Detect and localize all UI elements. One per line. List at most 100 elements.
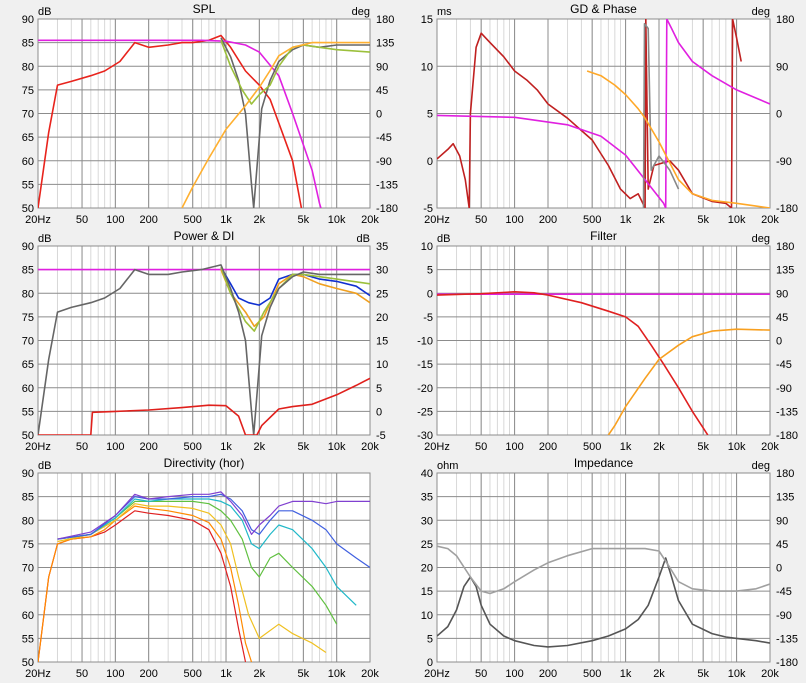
- y2-tick-label: 0: [376, 406, 382, 418]
- y2-tick-label: 15: [376, 336, 388, 348]
- y-tick-label: 50: [22, 430, 34, 442]
- y2-tick-label: 30: [376, 265, 388, 277]
- x-tick-label: 500: [583, 441, 601, 453]
- y-tick-label: 40: [421, 468, 433, 480]
- chart-title: Directivity (hor): [164, 456, 245, 470]
- y-unit-label: dB: [38, 460, 51, 472]
- x-tick-label: 100: [505, 668, 523, 680]
- chart-panel-0: 50 55 60 65 70 75 80 85 90 -180 -135 -90 -45 0 45 90 135…: [22, 2, 398, 226]
- x-tick-label: 20k: [361, 668, 379, 680]
- series-line: [437, 290, 709, 435]
- x-tick-label: 100: [505, 214, 523, 226]
- x-tick-label: 5k: [298, 668, 310, 680]
- x-tick-label: 20Hz: [424, 214, 450, 226]
- x-tick-label: 20k: [761, 441, 779, 453]
- y2-tick-label: 90: [776, 515, 788, 527]
- chart-panel-3: -30 -25 -20 -15 -10 -5 0 5 10 -180 -135 -90 -45 0 45 90…: [417, 229, 798, 453]
- series-line: [220, 269, 370, 328]
- y-tick-label: 85: [22, 38, 34, 50]
- series-line: [57, 500, 338, 625]
- series-group: [437, 545, 770, 648]
- y-tick-label: 65: [22, 586, 34, 598]
- y-tick-label: 30: [421, 515, 433, 527]
- y-tick-label: -25: [417, 406, 433, 418]
- y2-tick-label: -180: [776, 657, 798, 669]
- y-tick-label: -20: [417, 383, 433, 395]
- y-tick-label: -30: [417, 430, 433, 442]
- y-tick-label: 55: [22, 406, 34, 418]
- y2-tick-label: 5: [376, 383, 382, 395]
- y-tick-label: 70: [22, 109, 34, 121]
- y-tick-label: 5: [427, 109, 433, 121]
- y-unit-label: ms: [437, 6, 452, 18]
- y2-tick-label: -45: [776, 359, 792, 371]
- x-tick-label: 10k: [728, 214, 746, 226]
- x-tick-label: 500: [583, 214, 601, 226]
- y-tick-label: 50: [22, 657, 34, 669]
- x-tick-label: 200: [139, 441, 157, 453]
- x-tick-label: 500: [184, 668, 202, 680]
- y2-tick-label: 135: [776, 492, 794, 504]
- y-tick-label: 20: [421, 563, 433, 575]
- y2-tick-label: -90: [776, 383, 792, 395]
- y2-tick-label: -180: [776, 203, 798, 215]
- y2-tick-label: 180: [376, 14, 394, 26]
- y2-tick-label: -180: [776, 430, 798, 442]
- series-line: [38, 264, 370, 435]
- y-tick-label: 10: [421, 61, 433, 73]
- y2-tick-label: 0: [376, 109, 382, 121]
- x-tick-label: 100: [505, 441, 523, 453]
- x-tick-label: 2k: [653, 214, 665, 226]
- y2-tick-label: -5: [376, 430, 386, 442]
- y-tick-label: 10: [421, 241, 433, 253]
- series-line: [181, 41, 370, 208]
- y2-unit-label: dB: [357, 233, 370, 245]
- y2-tick-label: 45: [376, 85, 388, 97]
- y2-tick-label: 135: [776, 265, 794, 277]
- x-tick-label: 1k: [220, 441, 232, 453]
- x-tick-label: 2k: [254, 668, 266, 680]
- x-tick-label: 20k: [761, 668, 779, 680]
- y2-tick-label: 135: [376, 38, 394, 50]
- x-tick-label: 200: [539, 214, 557, 226]
- y-tick-label: -15: [417, 359, 433, 371]
- y2-tick-label: -135: [776, 406, 798, 418]
- y-tick-label: 5: [427, 633, 433, 645]
- x-tick-label: 100: [106, 668, 124, 680]
- y-tick-label: 80: [22, 288, 34, 300]
- y-tick-label: 10: [421, 610, 433, 622]
- y-tick-label: 90: [22, 468, 34, 480]
- x-tick-label: 200: [539, 441, 557, 453]
- series-group: [38, 34, 370, 208]
- x-tick-label: 5k: [298, 214, 310, 226]
- y-tick-label: 35: [421, 492, 433, 504]
- x-tick-label: 5k: [298, 441, 310, 453]
- y-tick-label: 70: [22, 336, 34, 348]
- x-tick-label: 10k: [328, 668, 346, 680]
- x-tick-label: 20Hz: [25, 441, 51, 453]
- x-tick-label: 200: [139, 668, 157, 680]
- y2-tick-label: 45: [776, 539, 788, 551]
- chart-title: Impedance: [574, 456, 634, 470]
- y2-tick-label: 180: [776, 14, 794, 26]
- x-tick-label: 200: [539, 668, 557, 680]
- y-unit-label: dB: [437, 233, 450, 245]
- x-tick-label: 500: [184, 441, 202, 453]
- x-tick-label: 50: [475, 668, 487, 680]
- y-tick-label: 75: [22, 539, 34, 551]
- y2-tick-label: 180: [776, 241, 794, 253]
- y2-tick-label: -45: [376, 132, 392, 144]
- x-tick-label: 20k: [361, 214, 379, 226]
- plot-border: [37, 18, 371, 209]
- series-line: [38, 39, 322, 208]
- y-tick-label: 85: [22, 492, 34, 504]
- y-tick-label: 55: [22, 633, 34, 645]
- series-group: [437, 290, 770, 435]
- x-tick-label: 20Hz: [25, 668, 51, 680]
- y-unit-label: ohm: [437, 460, 458, 472]
- y-tick-label: -5: [423, 203, 433, 215]
- y-tick-label: 15: [421, 14, 433, 26]
- x-tick-label: 500: [184, 214, 202, 226]
- y2-tick-label: 25: [376, 288, 388, 300]
